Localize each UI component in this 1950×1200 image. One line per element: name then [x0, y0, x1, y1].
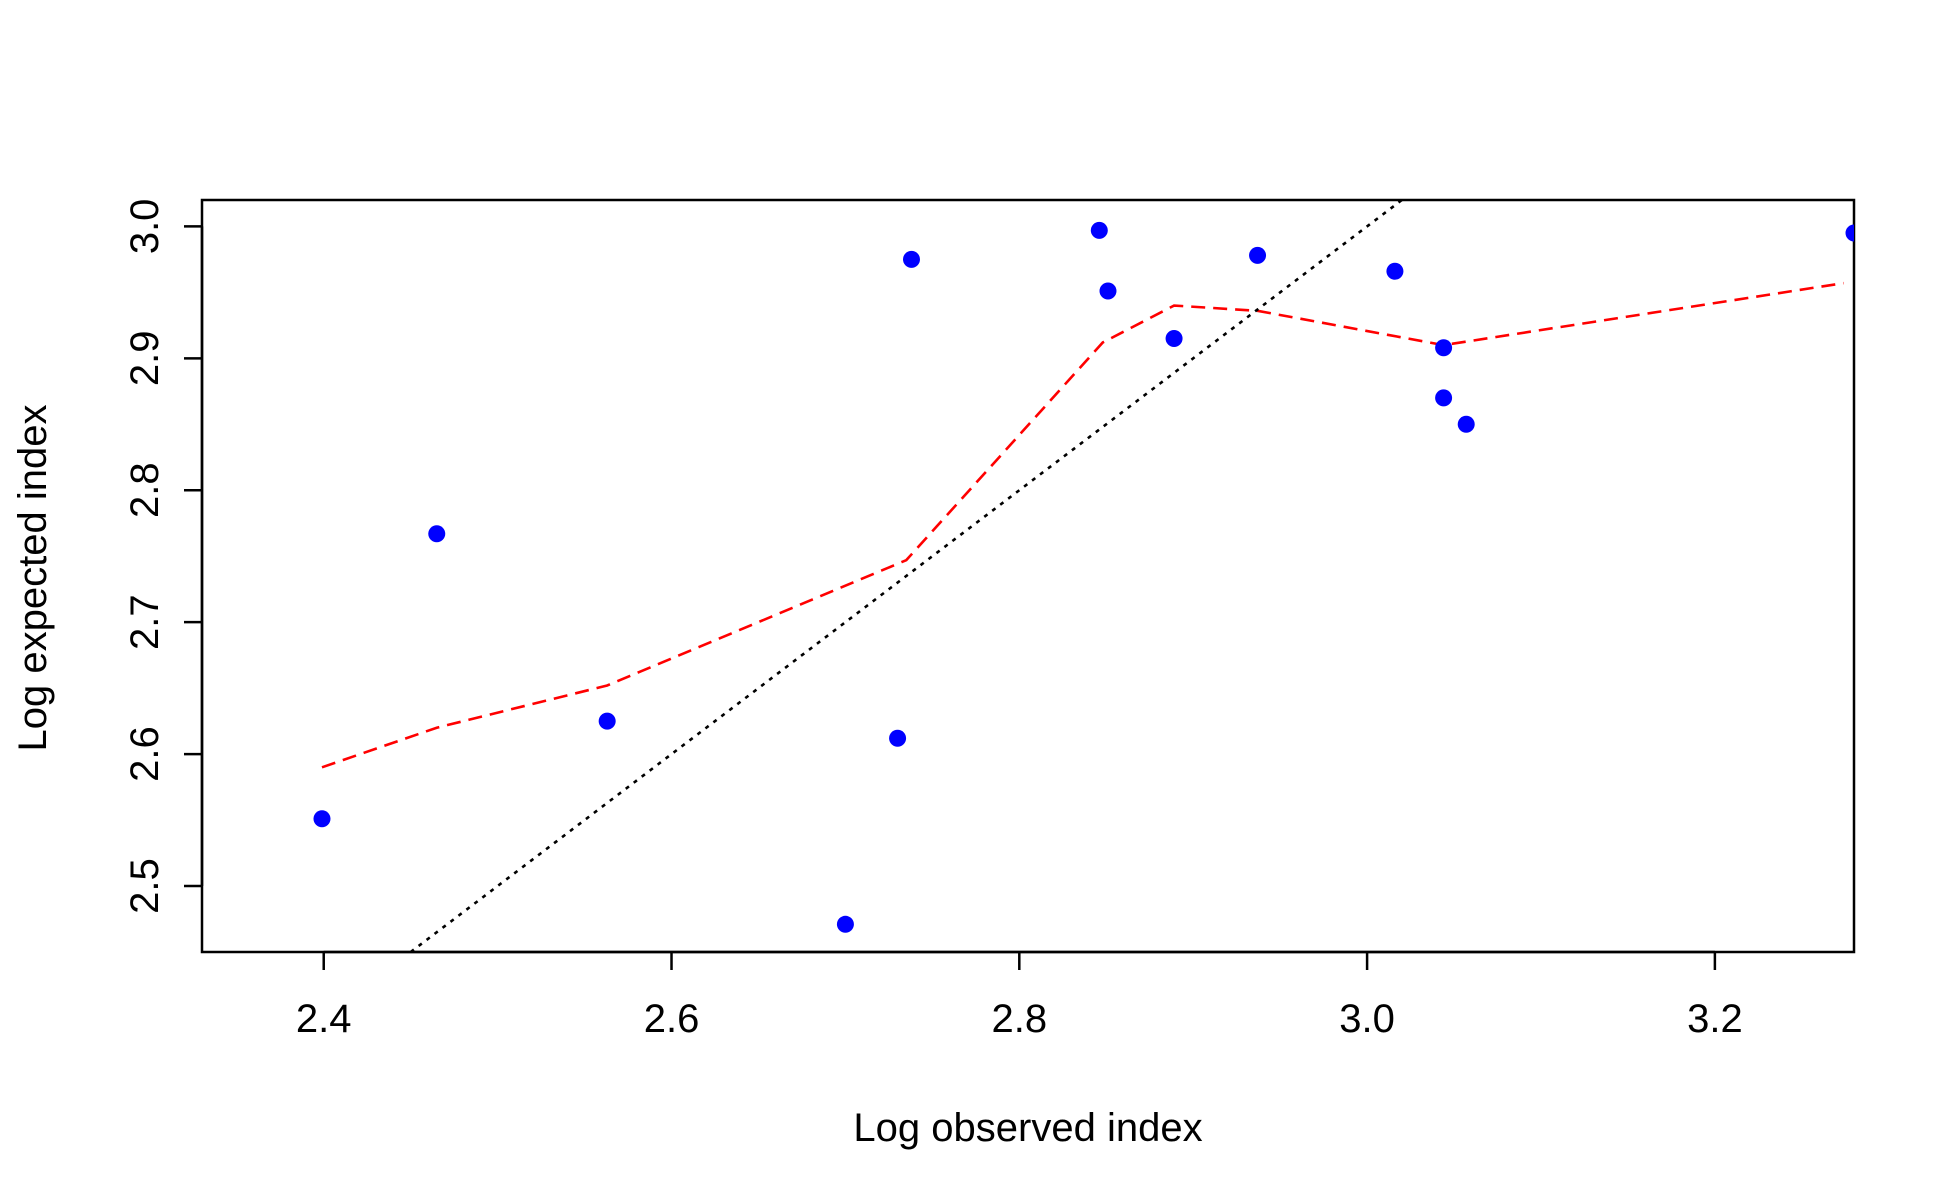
series-layer	[313, 200, 1854, 952]
y-tick-label: 2.6	[123, 726, 167, 782]
data-point	[428, 525, 446, 543]
data-point	[902, 250, 920, 268]
plot-frame	[200, 198, 1856, 954]
x-tick-label: 2.6	[644, 997, 700, 1041]
data-point	[1165, 330, 1183, 348]
y-axis: 2.5 2.6 2.7 2.8 2.9 3.0	[123, 199, 204, 914]
y-tick-label: 2.5	[123, 858, 167, 914]
x-tick-label: 2.4	[296, 997, 352, 1041]
y-tick-label: 3.0	[123, 199, 167, 255]
data-point	[1435, 389, 1453, 407]
data-point	[313, 810, 331, 828]
data-point	[836, 915, 854, 933]
smoothed-trend-line	[321, 281, 1844, 769]
x-tick-label: 3.2	[1687, 997, 1743, 1041]
x-tick-label: 3.0	[1339, 997, 1395, 1041]
data-point	[1099, 282, 1117, 300]
data-point	[889, 729, 907, 747]
data-point	[1435, 339, 1453, 357]
data-point	[1090, 221, 1108, 239]
x-axis: 2.4 2.6 2.8 3.0 3.2	[296, 950, 1743, 1041]
data-point	[1249, 246, 1267, 264]
data-point	[598, 712, 616, 730]
x-tick-label: 2.8	[992, 997, 1048, 1041]
y-tick-label: 2.9	[123, 331, 167, 387]
data-point	[1386, 262, 1404, 280]
data-point	[1457, 415, 1475, 433]
y-tick-label: 2.8	[123, 462, 167, 518]
data-point	[1845, 224, 1854, 242]
identity-reference-line	[409, 200, 1403, 952]
x-axis-title: Log observed index	[853, 1106, 1202, 1150]
y-axis-title: Log expected index	[11, 405, 55, 752]
y-tick-label: 2.7	[123, 594, 167, 650]
